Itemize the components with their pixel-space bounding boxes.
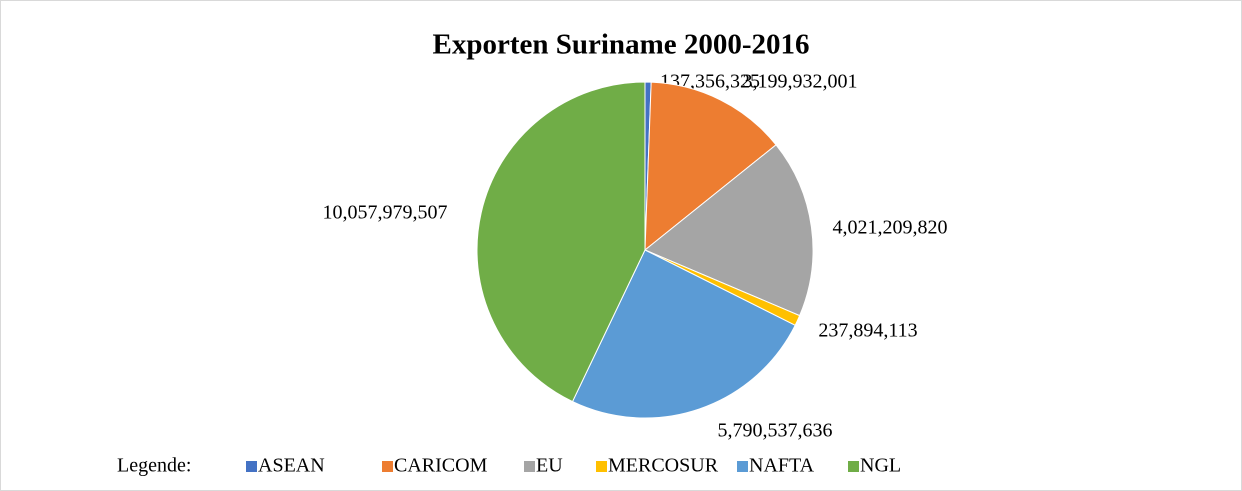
data-label: 3,199,932,001 — [743, 71, 858, 93]
legend-label: EU — [536, 455, 563, 477]
pie-slice — [644, 144, 814, 317]
legend-swatch — [596, 461, 607, 472]
legend-label: ASEAN — [258, 455, 325, 477]
chart-title: Exporten Suriname 2000-2016 — [433, 29, 810, 61]
legend-swatch — [382, 461, 393, 472]
data-label: 10,057,979,507 — [323, 202, 448, 224]
legend-label: NAFTA — [749, 455, 815, 477]
legend-label: NGL — [860, 455, 901, 477]
pie-slice — [571, 249, 796, 419]
legend-swatch — [848, 461, 859, 472]
data-label: 4,021,209,820 — [833, 217, 948, 239]
legend-label: CARICOM — [394, 455, 488, 477]
data-label: 237,894,113 — [818, 320, 917, 342]
pie-slice — [476, 81, 646, 403]
legend-swatch — [524, 461, 535, 472]
legend-label: MERCOSUR — [608, 455, 719, 477]
legend-title: Legende: — [117, 455, 191, 477]
legend-swatch — [737, 461, 748, 472]
data-label: 5,790,537,636 — [718, 420, 833, 442]
pie-slice — [644, 81, 777, 252]
legend-swatch — [246, 461, 257, 472]
